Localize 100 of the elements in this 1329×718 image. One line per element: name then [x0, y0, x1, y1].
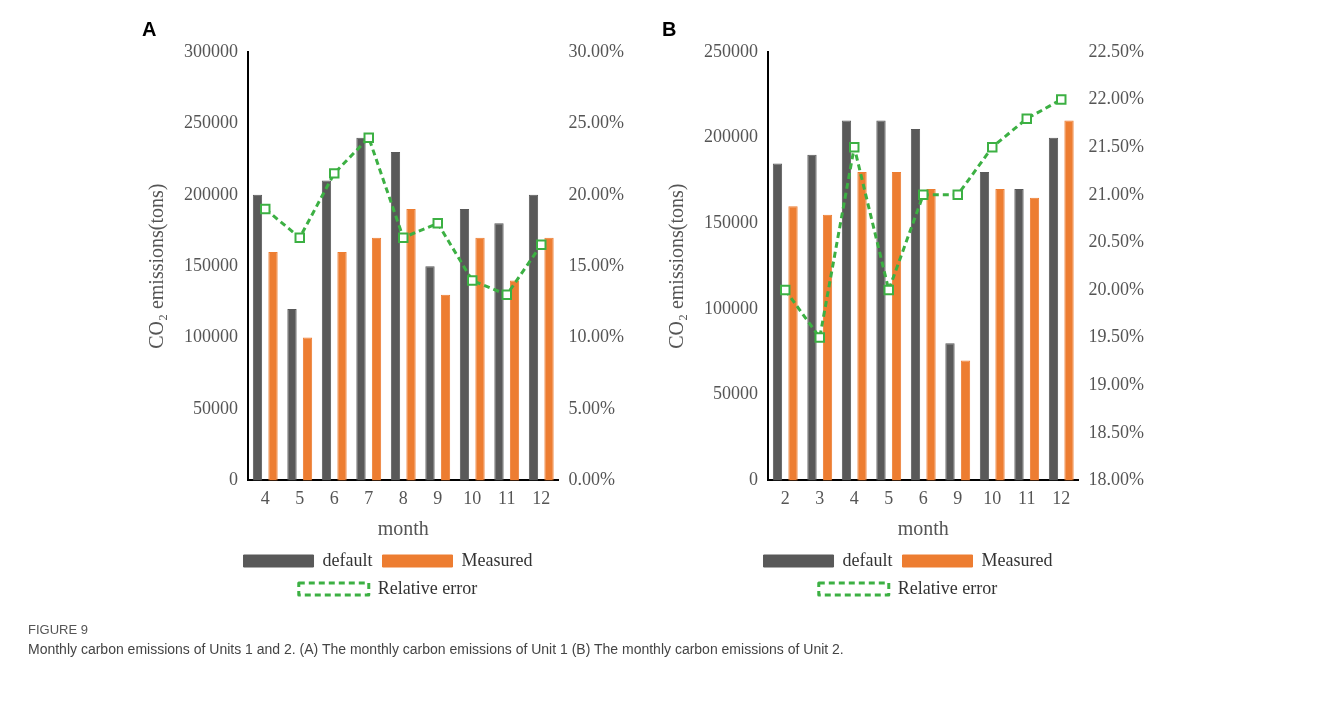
y2-tick-label: 20.00%: [568, 183, 625, 204]
bar: [910, 129, 921, 481]
bar: [926, 189, 936, 481]
y2-tick-label: 0.00%: [568, 469, 616, 490]
bar: [425, 266, 435, 481]
bar: [1064, 120, 1074, 481]
bar: [406, 209, 416, 481]
x-tick-label: 2: [780, 487, 790, 508]
bar: [494, 223, 504, 481]
bar: [788, 206, 798, 481]
bar: [822, 214, 833, 481]
bar: [302, 337, 313, 481]
bar: [337, 251, 347, 481]
bar: [979, 171, 990, 481]
bar: [1048, 137, 1059, 481]
y-axis-title: CO₂ emissions(tons): [665, 183, 689, 349]
y2-tick-label: 10.00%: [568, 326, 625, 347]
point: [329, 168, 340, 179]
x-tick-label: 6: [918, 487, 928, 508]
y2-tick-label: 18.50%: [1088, 421, 1145, 442]
y2-tick-label: 20.00%: [1088, 278, 1145, 299]
bar: [287, 309, 297, 481]
bar: [995, 189, 1005, 481]
x-tick-label: 11: [498, 487, 516, 508]
point: [294, 232, 305, 243]
y-tick-label: 100000: [184, 326, 238, 347]
x-tick-label: 11: [1018, 487, 1036, 508]
y-tick-label: 150000: [704, 212, 758, 233]
bar: [371, 237, 382, 481]
x-tick-label: 6: [329, 487, 339, 508]
bar: [857, 171, 867, 481]
x-tick-label: 4: [260, 487, 270, 508]
y-tick-label: 150000: [184, 254, 238, 275]
point: [501, 289, 512, 300]
y-tick-label: 0: [749, 469, 758, 490]
x-tick-label: 5: [884, 487, 894, 508]
y2-tick-label: 20.50%: [1088, 231, 1145, 252]
bar: [321, 180, 332, 481]
legend-label: Relative error: [377, 577, 478, 598]
point: [918, 189, 929, 201]
bar: [1014, 189, 1024, 481]
y2-tick-label: 18.00%: [1088, 469, 1145, 490]
y2-tick-label: 25.00%: [568, 112, 625, 133]
x-tick-label: 5: [295, 487, 305, 508]
x-axis-title: month: [897, 517, 949, 540]
bar: [772, 163, 783, 481]
bar: [252, 194, 263, 481]
y-tick-label: 300000: [184, 40, 238, 61]
bar: [528, 194, 539, 481]
point: [260, 203, 271, 215]
legend-label: Measured: [981, 549, 1053, 570]
point: [467, 275, 478, 286]
x-tick-label: 10: [463, 487, 482, 508]
caption: FIGURE 9: [28, 622, 89, 637]
bar: [390, 151, 401, 481]
point: [398, 232, 409, 243]
point: [952, 189, 963, 201]
point: [780, 284, 791, 296]
point: [1021, 113, 1032, 124]
point: [363, 132, 374, 143]
y-tick-label: 100000: [704, 297, 758, 318]
y-tick-label: 50000: [193, 397, 238, 418]
y2-tick-label: 15.00%: [568, 254, 625, 275]
bar: [891, 171, 902, 481]
legend-label: Relative error: [897, 577, 998, 598]
y-tick-label: 250000: [704, 40, 758, 61]
y-tick-label: 50000: [713, 383, 758, 404]
point: [849, 141, 860, 153]
y2-tick-label: 22.00%: [1088, 88, 1145, 109]
bar: [945, 343, 955, 481]
bar: [268, 251, 278, 481]
bar: [459, 209, 470, 481]
bar: [544, 237, 554, 481]
chart-title: B: [662, 17, 677, 40]
point: [432, 218, 443, 229]
x-tick-label: 12: [1052, 487, 1071, 508]
y-tick-label: 200000: [184, 183, 238, 204]
y-tick-label: 250000: [184, 112, 238, 133]
legend-label: default: [322, 549, 373, 570]
y2-tick-label: 21.00%: [1088, 183, 1145, 204]
x-tick-label: 9: [953, 487, 963, 508]
x-tick-label: 10: [983, 487, 1002, 508]
x-tick-label: 12: [532, 487, 551, 508]
x-tick-label: 3: [815, 487, 825, 508]
y2-tick-label: 21.50%: [1088, 135, 1145, 156]
bar: [807, 154, 817, 481]
x-tick-label: 4: [849, 487, 859, 508]
y2-tick-label: 19.00%: [1088, 373, 1145, 394]
bar: [1029, 197, 1040, 481]
legend-label: Measured: [461, 549, 533, 570]
legend-label: default: [842, 549, 893, 570]
y2-tick-label: 22.50%: [1088, 40, 1145, 61]
y-axis-title: CO₂ emissions(tons): [145, 183, 169, 349]
point: [883, 284, 894, 296]
bar: [356, 137, 366, 481]
y2-tick-label: 30.00%: [568, 40, 625, 61]
y-tick-label: 0: [229, 469, 238, 490]
point: [536, 239, 547, 251]
point: [987, 141, 998, 153]
x-tick-label: 8: [398, 487, 408, 508]
